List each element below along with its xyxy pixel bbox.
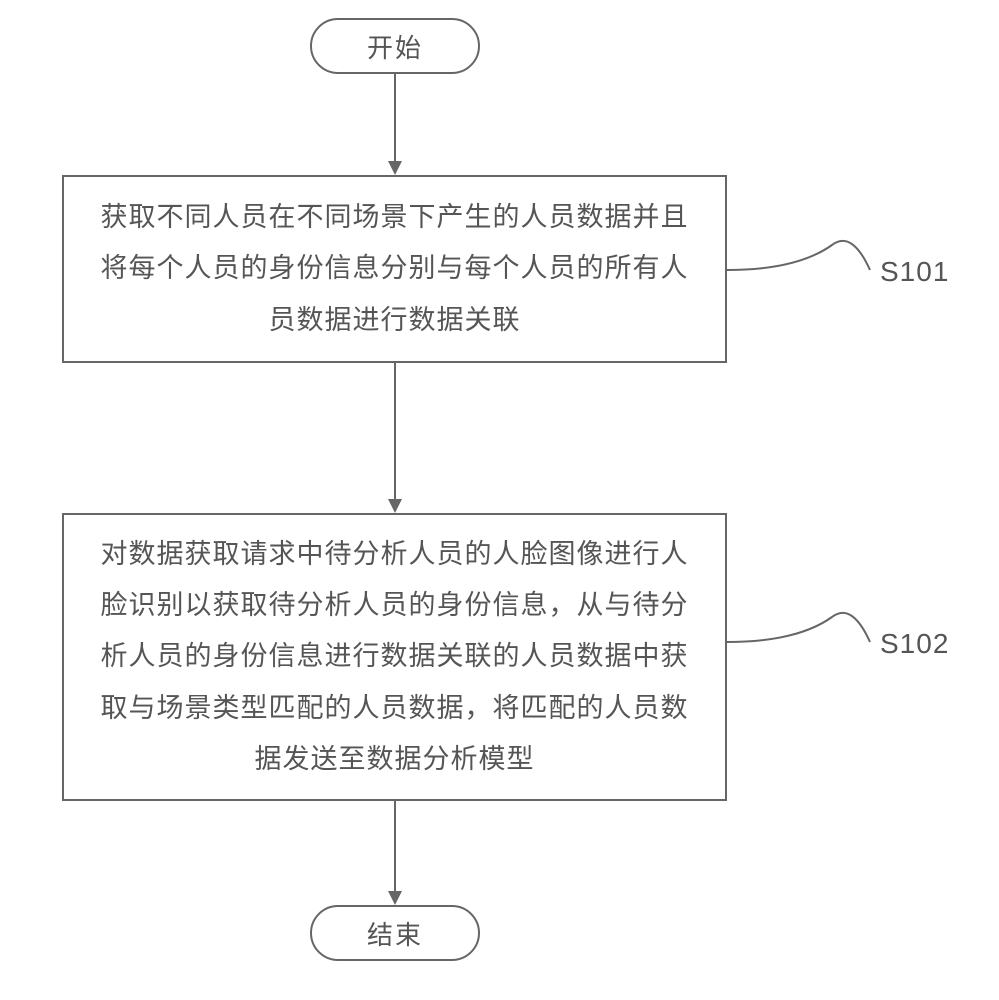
edge-s102-end: [380, 801, 410, 905]
process-s102: 对数据获取请求中待分析人员的人脸图像进行人脸识别以获取待分析人员的身份信息，从与…: [62, 513, 727, 801]
edge-s101-s102: [380, 363, 410, 513]
label-s101: S101: [880, 256, 949, 288]
end-node: 结束: [310, 905, 480, 961]
start-node: 开始: [310, 18, 480, 74]
process-s101: 获取不同人员在不同场景下产生的人员数据并且将每个人员的身份信息分别与每个人员的所…: [62, 175, 727, 363]
label-s102: S102: [880, 628, 949, 660]
edge-start-s101: [380, 74, 410, 175]
process-s102-text: 对数据获取请求中待分析人员的人脸图像进行人脸识别以获取待分析人员的身份信息，从与…: [88, 529, 701, 785]
process-s101-text: 获取不同人员在不同场景下产生的人员数据并且将每个人员的身份信息分别与每个人员的所…: [88, 192, 701, 346]
leader-s102: [727, 602, 877, 682]
leader-s101: [727, 230, 877, 310]
start-label: 开始: [367, 28, 423, 65]
end-label: 结束: [367, 915, 423, 952]
